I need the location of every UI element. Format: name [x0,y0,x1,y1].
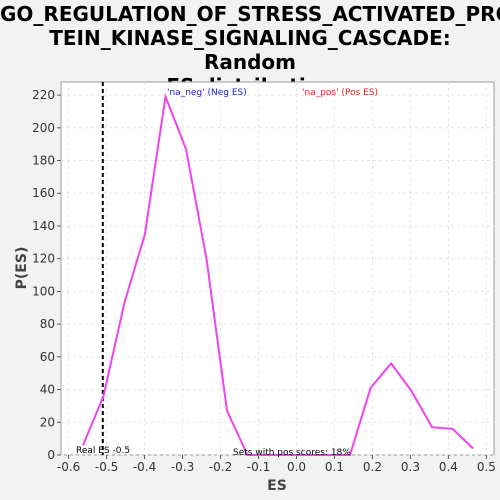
y-tick-label: 140 [32,219,55,233]
legend-item-neg: 'na_neg' (Neg ES) [167,88,247,98]
x-tick-label: 0.4 [439,460,458,474]
chart-title-line-2: TEIN_KINASE_SIGNALING_CASCADE: Random [49,26,451,74]
x-tick-label: 0.2 [363,460,382,474]
x-axis-ticks: -0.6 -0.5 -0.4 -0.3 -0.2 -0.1 0.0 0.1 0.2 0.3 0.4 0… [57,455,496,474]
y-tick-label: 200 [32,121,55,135]
y-tick-label: 20 [40,415,55,429]
y-tick-label: 40 [40,383,55,397]
y-tick-label: 220 [32,88,55,102]
x-tick-label: 0.3 [401,460,420,474]
x-tick-label: -0.1 [247,460,270,474]
x-tick-label: -0.6 [57,460,80,474]
legend-item-pos: 'na_pos' (Pos ES) [302,88,378,98]
x-tick-label: -0.5 [95,460,118,474]
y-tick-label: 120 [32,252,55,266]
y-tick-label: 80 [40,317,55,331]
series-line-na-neg [82,92,474,456]
x-tick-label: 0.1 [325,460,344,474]
y-tick-label: 160 [32,186,55,200]
x-tick-label: -0.3 [171,460,194,474]
x-tick-label: -0.4 [133,460,156,474]
x-axis-label: ES [267,478,287,494]
plot-area [60,81,495,456]
y-axis-ticks: 0 20 40 60 80 100 120 140 160 180 200 220 [32,88,61,462]
y-axis-label: P(ES) [14,247,30,290]
y-tick-label: 60 [40,350,55,364]
chart-title: GO_REGULATION_OF_STRESS_ACTIVATED_PRO TE… [0,2,500,98]
x-tick-label: 0.5 [477,460,496,474]
x-tick-label: 0.0 [287,460,306,474]
y-tick-label: 0 [47,448,55,462]
x-tick-label: -0.2 [209,460,232,474]
real-es-label: Real ES -0.5 [76,446,130,456]
y-tick-label: 180 [32,154,55,168]
pos-scores-annotation: Sets with pos scores: 18% [233,448,351,458]
y-tick-label: 100 [32,284,55,298]
chart-title-line-1: GO_REGULATION_OF_STRESS_ACTIVATED_PRO [0,2,500,26]
grid-lines [61,82,494,456]
